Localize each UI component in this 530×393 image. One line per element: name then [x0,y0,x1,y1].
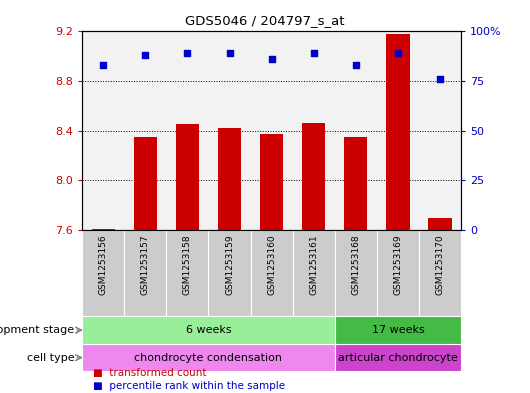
Bar [251,31,293,230]
Bar [82,316,335,344]
Text: GSM1253156: GSM1253156 [99,234,108,295]
Bar [335,344,461,371]
Bar [208,31,251,230]
Point [267,56,276,62]
Text: development stage: development stage [0,325,75,335]
Bar [251,230,293,316]
Bar [293,230,335,316]
Text: GSM1253158: GSM1253158 [183,234,192,295]
Bar [377,230,419,316]
Bar [377,31,419,230]
Bar [218,128,241,230]
Text: GSM1253160: GSM1253160 [267,234,276,295]
Bar [428,217,452,230]
Text: GDS5046 / 204797_s_at: GDS5046 / 204797_s_at [186,14,344,27]
Text: GSM1253159: GSM1253159 [225,234,234,295]
Bar [166,31,208,230]
Bar [344,137,367,230]
Text: 17 weeks: 17 weeks [372,325,425,335]
Bar [386,34,410,230]
Point [225,50,234,57]
Text: GSM1253161: GSM1253161 [309,234,318,295]
Bar [82,31,124,230]
Bar [302,123,325,230]
Bar [260,134,283,230]
Text: GSM1253168: GSM1253168 [351,234,360,295]
Text: GSM1253169: GSM1253169 [393,234,402,295]
Bar [335,316,461,344]
Point [436,76,444,82]
Text: GSM1253157: GSM1253157 [141,234,150,295]
Point [310,50,318,57]
Bar [419,31,461,230]
Bar [335,230,377,316]
Bar [124,230,166,316]
Point [183,50,192,57]
Bar [335,31,377,230]
Bar [92,229,115,230]
Point [141,52,149,59]
Point [351,62,360,68]
Text: articular chondrocyte: articular chondrocyte [338,353,458,363]
Text: chondrocyte condensation: chondrocyte condensation [135,353,282,363]
Bar [419,230,461,316]
Bar [134,137,157,230]
Text: ■  transformed count: ■ transformed count [93,368,206,378]
Text: ■  percentile rank within the sample: ■ percentile rank within the sample [93,381,285,391]
Bar [82,230,124,316]
Bar [208,230,251,316]
Bar [293,31,335,230]
Text: GSM1253170: GSM1253170 [436,234,445,295]
Text: 6 weeks: 6 weeks [186,325,231,335]
Text: cell type: cell type [27,353,75,363]
Bar [124,31,166,230]
Bar [166,230,208,316]
Bar [82,344,335,371]
Point [99,62,108,68]
Bar [176,125,199,230]
Point [394,50,402,57]
